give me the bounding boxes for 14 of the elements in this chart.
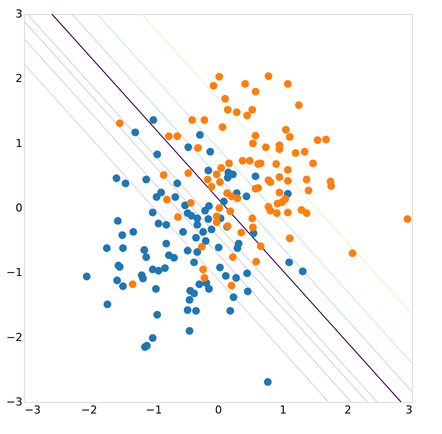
y-tick-label: 2 — [16, 72, 22, 86]
x-tick-label: −1 — [146, 404, 162, 416]
x-tick-label: 3 — [406, 404, 412, 416]
x-tick-label: 0 — [215, 404, 222, 416]
y-tick-label: 3 — [16, 8, 22, 20]
y-tick-label: 1 — [16, 136, 22, 150]
y-tick-label: −2 — [6, 330, 22, 344]
x-tick-label: −2 — [81, 404, 98, 416]
x-tick-label: 2 — [344, 404, 352, 416]
y-tick-label: 0 — [16, 202, 22, 214]
y-tick-label: −1 — [6, 266, 22, 280]
x-tick-label: −3 — [24, 404, 41, 416]
y-tick-label: −3 — [6, 396, 22, 408]
x-tick-label: 1 — [280, 404, 287, 416]
